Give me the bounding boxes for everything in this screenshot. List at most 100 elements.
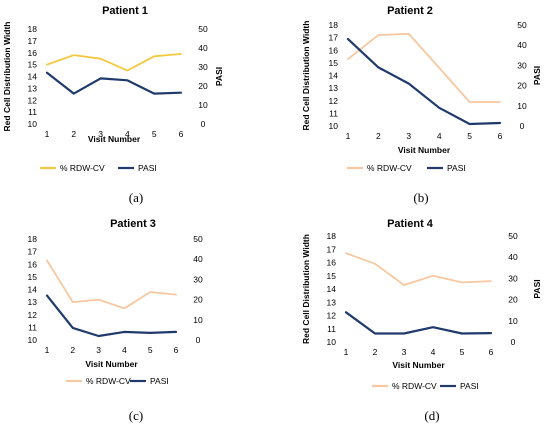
x-tick-label: 6 — [498, 131, 503, 141]
x-tick-label: 4 — [437, 131, 442, 141]
y-tick-label: 14 — [28, 72, 38, 82]
y2-axis-label: PASI — [532, 66, 542, 85]
x-tick-label: 4 — [431, 347, 436, 357]
y-tick-label: 12 — [329, 96, 339, 106]
y2-tick-label: 30 — [198, 62, 208, 72]
y2-tick-label: 20 — [198, 81, 208, 91]
x-tick-label: 3 — [406, 131, 411, 141]
y2-tick-label: 0 — [196, 335, 201, 345]
x-tick-label: 1 — [346, 131, 351, 141]
y-axis-label: Red Cell Distribution Width — [2, 22, 12, 132]
y-tick-label: 13 — [327, 297, 337, 307]
y-tick-label: 12 — [28, 310, 38, 320]
x-tick-label: 4 — [125, 129, 130, 139]
y2-tick-label: 0 — [520, 121, 525, 131]
y-tick-label: 10 — [327, 337, 337, 347]
y2-tick-label: 20 — [193, 295, 203, 305]
y-tick-label: 13 — [28, 83, 38, 93]
y-tick-label: 11 — [329, 108, 338, 118]
y-tick-label: 17 — [28, 36, 38, 46]
x-tick-label: 2 — [70, 345, 75, 355]
y-axis-label: Red Cell Distribution Width — [301, 21, 311, 131]
y2-tick-label: 20 — [508, 295, 518, 305]
x-axis-label: Visit Number — [398, 145, 451, 155]
x-tick-label: 3 — [98, 129, 103, 139]
x-tick-label: 1 — [45, 129, 50, 139]
x-tick-label: 3 — [402, 347, 407, 357]
x-tick-label: 3 — [96, 345, 101, 355]
panel-caption: (b) — [413, 190, 428, 205]
legend-label: PASI — [460, 381, 479, 391]
chart-title: Patient 3 — [110, 218, 156, 230]
y2-tick-label: 30 — [517, 60, 527, 70]
y-tick-label: 14 — [329, 71, 339, 81]
panel-caption: (a) — [129, 190, 143, 205]
panel-caption: (d) — [424, 408, 439, 423]
y-tick-label: 17 — [327, 244, 337, 254]
y-tick-label: 16 — [28, 48, 38, 58]
y-tick-label: 11 — [28, 322, 37, 332]
x-tick-label: 6 — [489, 347, 494, 357]
y-tick-label: 11 — [327, 324, 336, 334]
y-tick-label: 16 — [28, 259, 38, 269]
y2-axis-label: PASI — [214, 67, 224, 86]
legend-label: PASI — [138, 163, 157, 173]
y2-tick-label: 40 — [508, 252, 518, 262]
x-tick-label: 6 — [179, 129, 184, 139]
y2-tick-label: 10 — [517, 101, 527, 111]
y-tick-label: 17 — [28, 247, 38, 257]
y2-tick-label: 30 — [508, 273, 518, 283]
x-axis-label: Visit Number — [88, 134, 141, 144]
chart-title: Patient 1 — [102, 5, 148, 17]
y-tick-label: 15 — [329, 58, 339, 68]
y2-tick-label: 20 — [517, 81, 527, 91]
y2-tick-label: 30 — [193, 274, 203, 284]
chart-title: Patient 2 — [387, 5, 433, 17]
y-tick-label: 16 — [327, 258, 337, 268]
x-tick-label: 5 — [148, 345, 153, 355]
series-line-pasi — [45, 71, 183, 95]
x-tick-label: 2 — [71, 129, 76, 139]
series-line-rdw — [345, 252, 492, 286]
y2-axis-label: PASI — [532, 279, 542, 298]
y2-tick-label: 40 — [517, 40, 527, 50]
y-tick-label: 18 — [28, 24, 38, 34]
panel-caption: (c) — [129, 408, 143, 423]
legend-label: PASI — [447, 163, 466, 173]
y-tick-label: 14 — [28, 285, 38, 295]
x-tick-label: 1 — [344, 347, 349, 357]
y-tick-label: 16 — [329, 45, 339, 55]
y-tick-label: 18 — [329, 20, 339, 30]
y2-tick-label: 40 — [198, 43, 208, 53]
y-tick-label: 10 — [28, 119, 38, 129]
y2-tick-label: 0 — [511, 337, 516, 347]
y2-tick-label: 50 — [517, 20, 527, 30]
y-tick-label: 18 — [28, 234, 38, 244]
x-tick-label: 1 — [45, 345, 50, 355]
series-line-pasi — [45, 294, 178, 338]
chart-title: Patient 4 — [387, 218, 434, 230]
y-tick-label: 17 — [329, 33, 339, 43]
y2-tick-label: 50 — [198, 24, 208, 34]
y2-tick-label: 40 — [193, 254, 203, 264]
y-tick-label: 15 — [28, 60, 38, 70]
x-tick-label: 4 — [122, 345, 127, 355]
x-tick-label: 2 — [376, 131, 381, 141]
legend-label: PASI — [150, 376, 169, 386]
y2-tick-label: 50 — [508, 231, 518, 241]
x-tick-label: 6 — [174, 345, 179, 355]
y-tick-label: 14 — [327, 284, 337, 294]
legend-label: % RDW-CV — [392, 381, 437, 391]
series-line-rdw — [46, 53, 182, 72]
y-tick-label: 12 — [327, 311, 337, 321]
y-tick-label: 15 — [28, 272, 38, 282]
y-tick-label: 15 — [327, 271, 337, 281]
y2-tick-label: 10 — [198, 100, 208, 110]
x-tick-label: 5 — [467, 131, 472, 141]
legend-label: % RDW-CV — [86, 376, 131, 386]
